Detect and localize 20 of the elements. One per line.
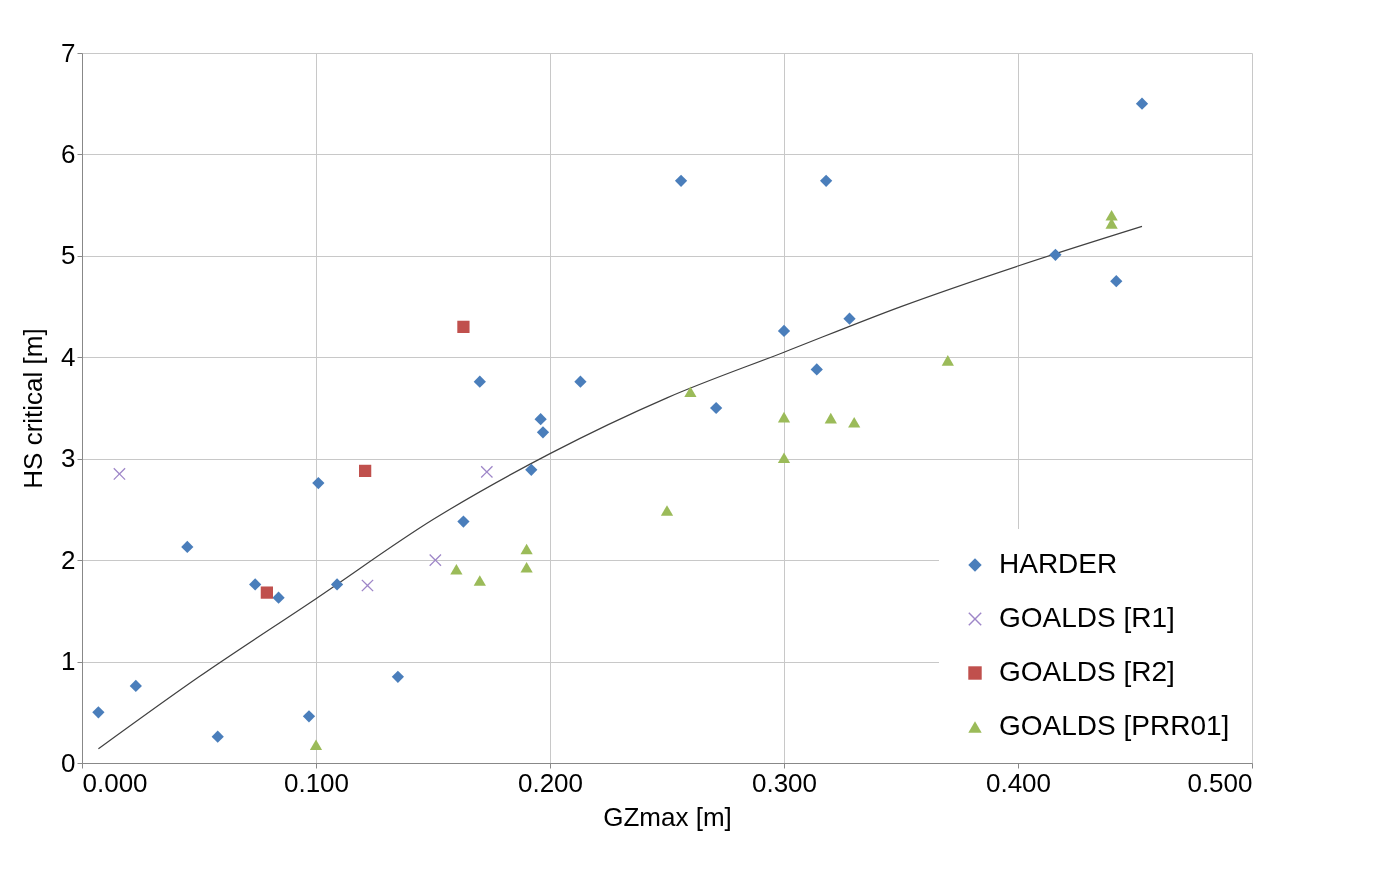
x-tick-label: 0.300: [751, 767, 818, 798]
legend-label: GOALDS [PRR01]: [999, 710, 1230, 741]
y-tick-label: 2: [61, 544, 76, 575]
x-axis-title: GZmax [m]: [603, 801, 732, 832]
legend-label: HARDER: [999, 548, 1118, 579]
x-tick-label: 0.200: [517, 767, 584, 798]
x-tick-label: 0.500: [1187, 767, 1253, 798]
x-tick-label: 0.400: [985, 767, 1052, 798]
y-tick-label: 7: [61, 37, 76, 68]
x-tick-label: 0.100: [283, 767, 350, 798]
y-tick-label: 6: [61, 138, 76, 169]
y-tick-label: 4: [61, 341, 76, 372]
legend-label: GOALDS [R2]: [999, 656, 1175, 687]
y-tick-label: 5: [61, 240, 76, 271]
x-tick-label: 0.000: [82, 767, 148, 798]
y-tick-label: 3: [61, 443, 76, 474]
y-tick-label: 0: [61, 747, 76, 778]
legend-label: GOALDS [R1]: [999, 602, 1175, 633]
y-axis-title: HS critical [m]: [18, 328, 49, 489]
y-tick-label: 1: [61, 646, 76, 677]
